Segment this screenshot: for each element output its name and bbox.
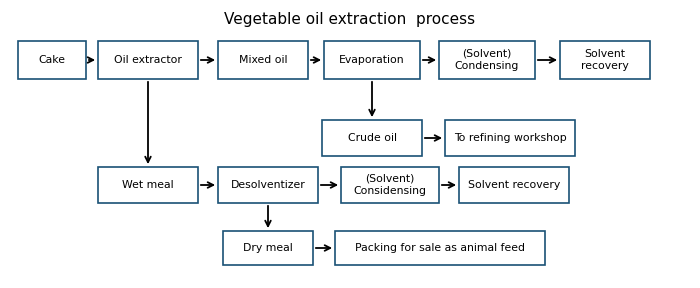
FancyBboxPatch shape (218, 167, 318, 203)
FancyBboxPatch shape (18, 41, 86, 79)
FancyBboxPatch shape (98, 41, 198, 79)
FancyBboxPatch shape (445, 120, 575, 156)
Text: (Solvent)
Considensing: (Solvent) Considensing (354, 174, 426, 196)
Text: Vegetable oil extraction  process: Vegetable oil extraction process (225, 12, 475, 27)
Text: Oil extractor: Oil extractor (114, 55, 182, 65)
Text: To refining workshop: To refining workshop (454, 133, 566, 143)
FancyBboxPatch shape (324, 41, 420, 79)
FancyBboxPatch shape (322, 120, 422, 156)
FancyBboxPatch shape (459, 167, 569, 203)
Text: Crude oil: Crude oil (347, 133, 396, 143)
Text: Dry meal: Dry meal (243, 243, 293, 253)
Text: Solvent recovery: Solvent recovery (468, 180, 560, 190)
Text: Cake: Cake (38, 55, 66, 65)
FancyBboxPatch shape (560, 41, 650, 79)
FancyBboxPatch shape (223, 231, 313, 265)
Text: Packing for sale as animal feed: Packing for sale as animal feed (355, 243, 525, 253)
Text: Evaporation: Evaporation (340, 55, 405, 65)
Text: Desolventizer: Desolventizer (230, 180, 305, 190)
Text: (Solvent)
Condensing: (Solvent) Condensing (455, 49, 519, 71)
FancyBboxPatch shape (335, 231, 545, 265)
Text: Mixed oil: Mixed oil (239, 55, 287, 65)
FancyBboxPatch shape (218, 41, 308, 79)
Text: Solvent
recovery: Solvent recovery (581, 49, 629, 71)
FancyBboxPatch shape (439, 41, 535, 79)
FancyBboxPatch shape (98, 167, 198, 203)
Text: Wet meal: Wet meal (122, 180, 174, 190)
FancyBboxPatch shape (341, 167, 439, 203)
